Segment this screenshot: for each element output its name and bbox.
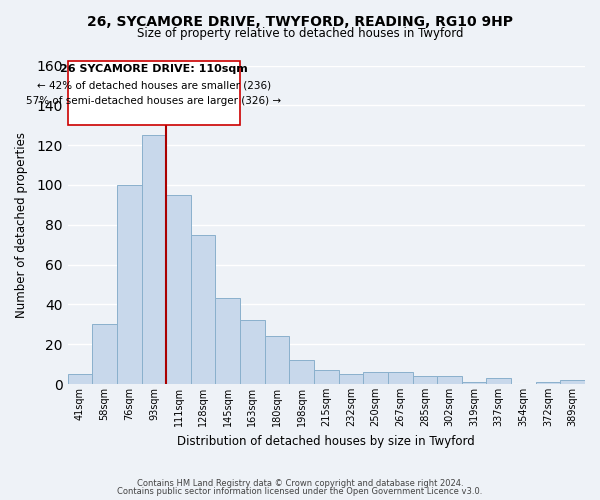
X-axis label: Distribution of detached houses by size in Twyford: Distribution of detached houses by size … (178, 434, 475, 448)
Bar (117, 185, 142, 384)
Text: 26 SYCAMORE DRIVE: 110sqm: 26 SYCAMORE DRIVE: 110sqm (60, 64, 248, 74)
Text: ← 42% of detached houses are smaller (236): ← 42% of detached houses are smaller (23… (37, 80, 271, 90)
Bar (388, 372, 413, 384)
Bar (289, 360, 314, 384)
Y-axis label: Number of detached properties: Number of detached properties (15, 132, 28, 318)
Bar (560, 380, 585, 384)
Bar (92, 324, 117, 384)
Bar (413, 376, 437, 384)
Bar (437, 376, 462, 384)
Text: Contains public sector information licensed under the Open Government Licence v3: Contains public sector information licen… (118, 487, 482, 496)
Bar (166, 195, 191, 384)
Bar (265, 336, 289, 384)
Bar (536, 382, 560, 384)
Bar (68, 374, 92, 384)
Text: Contains HM Land Registry data © Crown copyright and database right 2024.: Contains HM Land Registry data © Crown c… (137, 478, 463, 488)
Text: 57% of semi-detached houses are larger (326) →: 57% of semi-detached houses are larger (… (26, 96, 281, 106)
Bar (191, 234, 215, 384)
Text: Size of property relative to detached houses in Twyford: Size of property relative to detached ho… (137, 28, 463, 40)
Text: 26, SYCAMORE DRIVE, TWYFORD, READING, RG10 9HP: 26, SYCAMORE DRIVE, TWYFORD, READING, RG… (87, 15, 513, 29)
Bar (314, 370, 338, 384)
Bar (240, 320, 265, 384)
Bar (338, 374, 363, 384)
Bar (363, 372, 388, 384)
Bar (215, 298, 240, 384)
Bar (142, 135, 166, 384)
Bar (487, 378, 511, 384)
Bar (462, 382, 487, 384)
